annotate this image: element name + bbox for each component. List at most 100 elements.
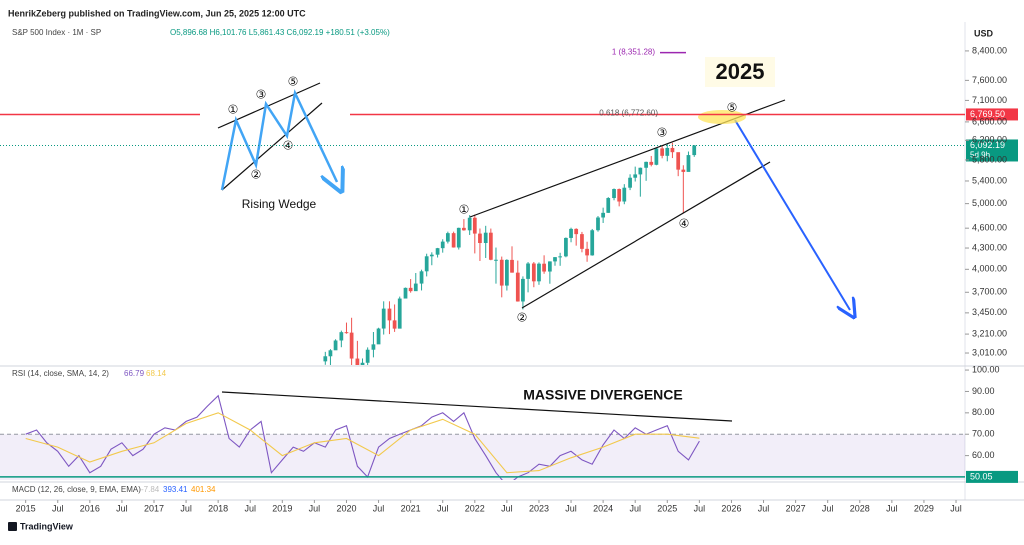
- candle-body: [451, 233, 456, 248]
- candle-body: [564, 237, 568, 257]
- x-tick-label: Jul: [373, 503, 385, 513]
- logo: [8, 522, 17, 531]
- fib-label: 0.618 (6,772.60): [599, 108, 658, 117]
- price-label-box: [966, 108, 1018, 121]
- x-tick-label: Jul: [565, 503, 577, 513]
- candle-body: [429, 254, 434, 257]
- candle-body: [622, 187, 627, 202]
- x-tick-label: 2017: [144, 503, 164, 513]
- candle-body: [649, 161, 654, 165]
- candle-body: [456, 227, 461, 248]
- wave-label: ⑤: [288, 75, 299, 89]
- highlight-box: [705, 57, 775, 87]
- candle-body: [606, 198, 611, 213]
- x-tick-label: 2029: [914, 503, 934, 513]
- candle-body: [612, 189, 616, 199]
- highlight-text: 2025: [716, 59, 765, 84]
- y-tick-label: 3,700.00: [972, 287, 1007, 297]
- candle-body: [585, 248, 589, 256]
- candle-body: [355, 358, 360, 365]
- candle-body: [531, 263, 536, 282]
- candle-body: [686, 155, 691, 172]
- rsi-level-box: [966, 470, 1018, 483]
- candle-body: [515, 272, 520, 302]
- x-tick-label: 2025: [657, 503, 677, 513]
- macd-value: -7.84: [141, 485, 160, 494]
- wave-label: ③: [256, 88, 267, 102]
- x-tick-label: Jul: [501, 503, 513, 513]
- candle-body: [601, 212, 605, 218]
- candle-body: [670, 147, 675, 153]
- axes-frame: [0, 22, 1024, 501]
- x-tick-label: Jul: [244, 503, 256, 513]
- divergence-text: MASSIVE DIVERGENCE: [523, 387, 682, 403]
- price-sublabel: 5d 9h: [970, 151, 990, 160]
- ohlc-legend: O5,896.68 H6,101.76 L5,861.43 C6,092.19 …: [170, 28, 390, 37]
- candle-body: [472, 217, 477, 234]
- y-tick-label: 3,210.00: [972, 328, 1007, 338]
- divergence-line: [221, 391, 733, 422]
- y-tick-label: 7,600.00: [972, 75, 1007, 85]
- y-tick-label: 5,400.00: [972, 175, 1007, 185]
- footer: TradingView: [20, 521, 74, 531]
- y-tick-label: 60.00: [972, 450, 995, 460]
- candle-body: [467, 217, 472, 231]
- y-tick-label: 70.00: [972, 429, 995, 439]
- candle-body: [526, 263, 530, 279]
- candle-body: [462, 227, 466, 231]
- wave-label: ②: [517, 311, 528, 325]
- macd-title: MACD (12, 26, close, 9, EMA, EMA): [12, 485, 141, 494]
- x-tick-label: 2026: [721, 503, 741, 513]
- wave-label: ①: [228, 103, 239, 117]
- publisher: HenrikZeberg published on TradingView.co…: [8, 8, 306, 18]
- candle-body: [323, 356, 328, 362]
- macd-value: 393.41: [163, 485, 188, 494]
- x-tick-label: 2021: [401, 503, 421, 513]
- line-series: [25, 394, 700, 480]
- rsi-value: 66.79: [124, 369, 145, 378]
- x-tick-label: 2015: [16, 503, 36, 513]
- symbol: S&P 500 Index · 1M · SP: [12, 28, 101, 37]
- candle-body: [376, 328, 381, 345]
- y-tick-label: 6,200.00: [972, 135, 1007, 145]
- price-label-box: [966, 139, 1018, 162]
- candle-body: [349, 332, 354, 359]
- inset-title: Rising Wedge: [242, 197, 317, 211]
- candle-body: [344, 332, 349, 334]
- x-tick-label: 2028: [850, 503, 870, 513]
- y-tick-label: 5,800.00: [972, 154, 1007, 164]
- candle-body: [478, 233, 482, 244]
- rsi-band: [0, 434, 965, 480]
- wedge-lower: [521, 161, 771, 309]
- macd-value: 401.34: [191, 485, 216, 494]
- inset: ① ② ③ ④ ⑤ Rising Wedge: [200, 68, 350, 218]
- candle-body: [654, 148, 659, 165]
- wave-label: ③: [657, 126, 668, 140]
- x-tick-label: Jul: [437, 503, 449, 513]
- wave-label: ④: [679, 217, 690, 231]
- candle-body: [365, 349, 370, 363]
- candle-body: [547, 261, 552, 272]
- candle-body: [692, 145, 697, 156]
- candle-body: [580, 234, 584, 249]
- candle-body: [360, 362, 365, 365]
- candle-body: [558, 256, 563, 258]
- candle-body: [381, 308, 386, 329]
- candle-body: [488, 232, 493, 260]
- y-tick-label: 100.00: [972, 364, 1000, 374]
- price-label: 6,769.50: [970, 109, 1005, 119]
- x-tick-label: 2024: [593, 503, 613, 513]
- candle-body: [494, 259, 498, 261]
- y-tick-label: 90.00: [972, 386, 995, 396]
- rsi-title: RSI (14, close, SMA, 14, 2): [12, 369, 109, 378]
- candle-body: [392, 320, 397, 329]
- candle-body: [638, 167, 643, 175]
- candle-body: [681, 169, 686, 172]
- x-tick-label: Jul: [180, 503, 192, 513]
- x-tick-label: Jul: [822, 503, 834, 513]
- candle-body: [633, 174, 638, 178]
- candle-body: [542, 263, 546, 272]
- candle-body: [553, 257, 557, 262]
